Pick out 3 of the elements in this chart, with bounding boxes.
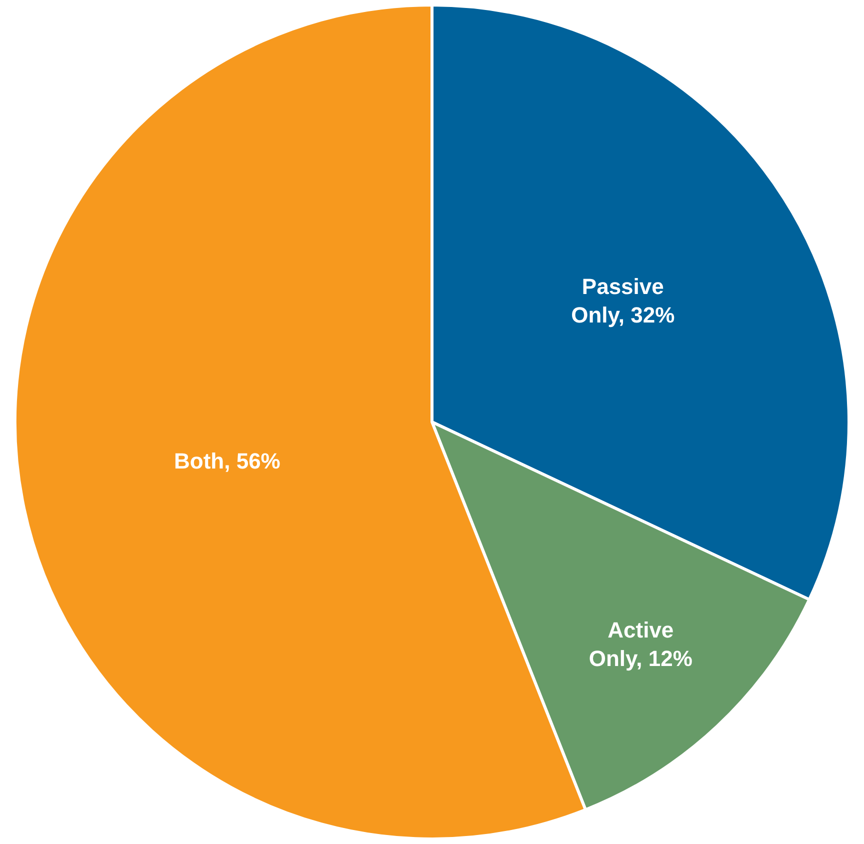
slice-label: Passive Only, 32% <box>571 274 675 328</box>
slice-label: Both, 56% <box>174 448 280 474</box>
slice-label: Active Only, 12% <box>588 617 692 671</box>
